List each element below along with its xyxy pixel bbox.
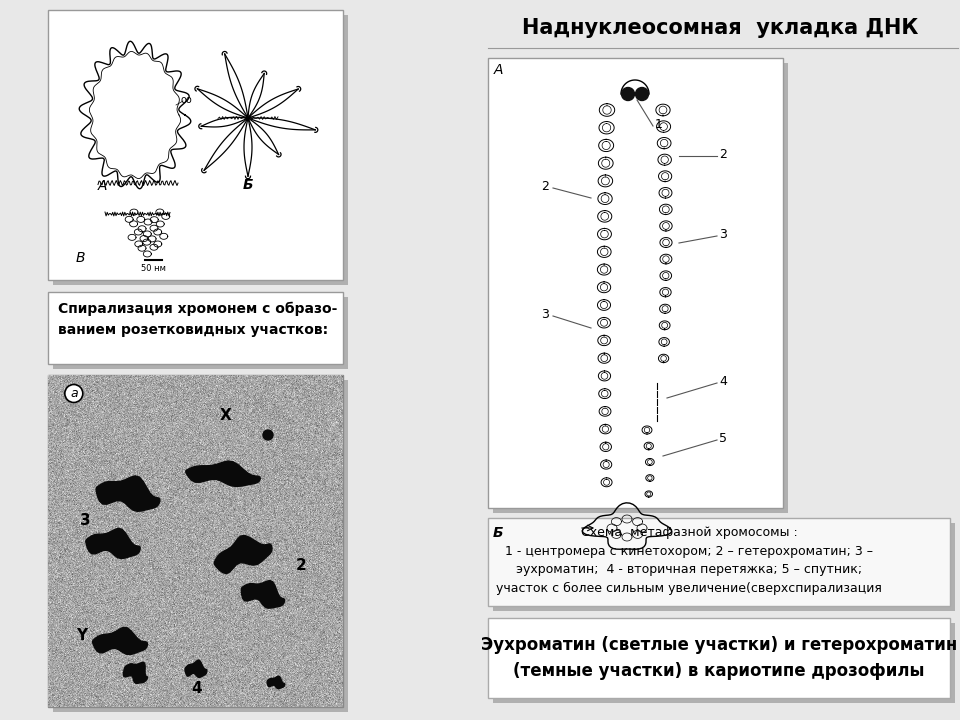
FancyBboxPatch shape xyxy=(488,518,950,606)
Text: 4: 4 xyxy=(719,375,727,388)
Text: 1: 1 xyxy=(655,118,662,131)
Text: Спирализация хромонем с образо-
ванием розетковидных участков:: Спирализация хромонем с образо- ванием р… xyxy=(58,302,337,337)
Polygon shape xyxy=(214,536,272,574)
FancyBboxPatch shape xyxy=(488,58,783,508)
Text: 3: 3 xyxy=(80,513,90,528)
Text: Б: Б xyxy=(492,526,503,540)
Text: Б: Б xyxy=(243,178,253,192)
Text: a: a xyxy=(70,387,78,400)
Polygon shape xyxy=(241,580,285,608)
Polygon shape xyxy=(85,528,140,559)
FancyBboxPatch shape xyxy=(48,292,343,364)
Polygon shape xyxy=(267,676,285,688)
Text: oo: oo xyxy=(180,95,192,105)
Text: 2: 2 xyxy=(296,558,307,573)
Text: В: В xyxy=(75,251,84,265)
Text: 2: 2 xyxy=(719,148,727,161)
FancyBboxPatch shape xyxy=(48,10,343,280)
Text: Схема  метафазной хромосомы :
1 - центромера с кинетохором; 2 – гетерохроматин; : Схема метафазной хромосомы : 1 - центром… xyxy=(496,526,882,595)
Text: 2: 2 xyxy=(541,180,549,193)
FancyBboxPatch shape xyxy=(53,380,348,712)
Text: X: X xyxy=(220,408,231,423)
Polygon shape xyxy=(92,627,148,654)
Text: 50 нм: 50 нм xyxy=(140,264,165,273)
FancyBboxPatch shape xyxy=(493,623,955,703)
Text: А: А xyxy=(97,179,107,193)
Text: Эухроматин (светлые участки) и гетерохроматин
(темные участки) в кариотипе дрозо: Эухроматин (светлые участки) и гетерохро… xyxy=(481,636,957,680)
FancyBboxPatch shape xyxy=(48,375,343,707)
FancyBboxPatch shape xyxy=(53,297,348,369)
Text: Наднуклеосомная  укладка ДНК: Наднуклеосомная укладка ДНК xyxy=(522,18,918,38)
Polygon shape xyxy=(186,461,260,487)
Polygon shape xyxy=(96,476,160,511)
Text: А: А xyxy=(493,63,503,77)
Text: 5: 5 xyxy=(719,432,727,445)
Text: 3: 3 xyxy=(541,308,549,321)
FancyBboxPatch shape xyxy=(488,618,950,698)
Text: 4: 4 xyxy=(191,681,202,696)
Text: Y: Y xyxy=(76,628,87,643)
Circle shape xyxy=(621,88,635,101)
Polygon shape xyxy=(124,662,148,683)
Text: 3: 3 xyxy=(719,228,727,241)
Circle shape xyxy=(636,88,649,101)
FancyBboxPatch shape xyxy=(493,63,788,513)
Polygon shape xyxy=(185,660,207,678)
Circle shape xyxy=(263,430,273,440)
FancyBboxPatch shape xyxy=(53,15,348,285)
FancyBboxPatch shape xyxy=(493,523,955,611)
